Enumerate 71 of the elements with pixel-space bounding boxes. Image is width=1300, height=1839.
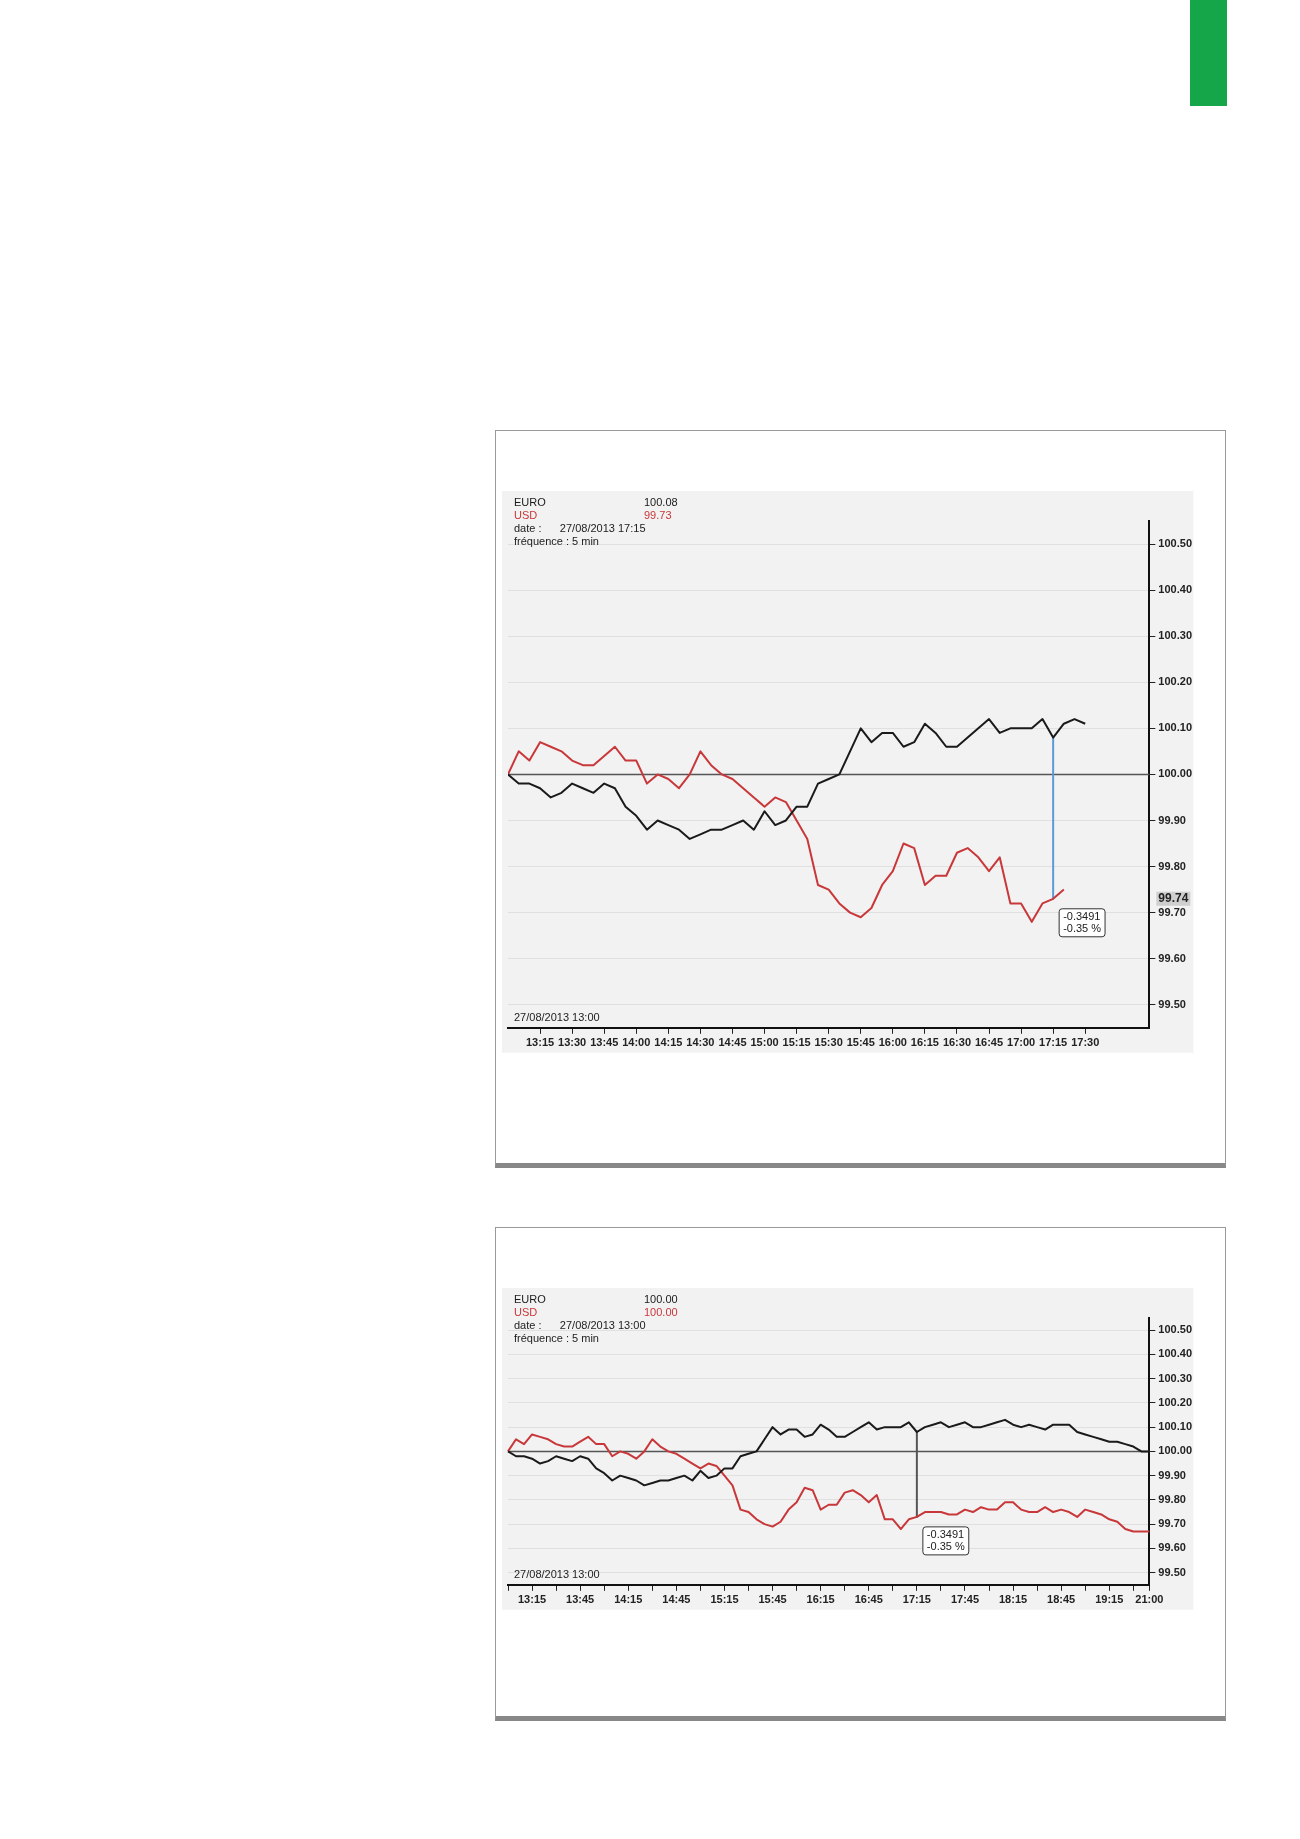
text: EURO — [514, 1293, 547, 1306]
text: 99.74 — [1158, 891, 1189, 906]
annotation: date : 27/08/2013 13:00 — [514, 1319, 646, 1332]
y-tick-label: 100.20 — [1158, 1395, 1193, 1408]
annotation: 27/08/2013 13:00 — [514, 1010, 600, 1023]
x-tick-label: 15:45 — [758, 1593, 787, 1606]
y-tick-label: 100.10 — [1158, 721, 1193, 734]
y-tick-label: 99.50 — [1158, 997, 1186, 1010]
y-tick-label: 100.40 — [1158, 1347, 1193, 1360]
y-tick-label: 100.50 — [1158, 1323, 1193, 1336]
x-tick-label: 17:15 — [1039, 1036, 1068, 1049]
y-tick-label: 99.80 — [1158, 859, 1186, 872]
x-tick-label: 14:45 — [662, 1593, 691, 1606]
text: EURO — [514, 496, 547, 509]
text: USD — [514, 509, 538, 522]
x-tick-label: 16:00 — [878, 1036, 907, 1049]
x-tick-label: 16:30 — [942, 1036, 972, 1049]
y-tick-label: 100.00 — [1158, 1444, 1193, 1457]
x-tick-label: 15:45 — [846, 1036, 875, 1049]
x-tick-label: 18:45 — [1047, 1593, 1076, 1606]
y-tick-label: 100.30 — [1158, 1371, 1193, 1384]
x-tick-label: 15:15 — [782, 1036, 811, 1049]
text: 100.00 — [644, 1306, 678, 1319]
x-tick-label: 13:30 — [558, 1036, 587, 1049]
annotation: fréquence : 5 min — [514, 535, 599, 548]
y-tick-label: 100.10 — [1158, 1420, 1193, 1433]
annotation: -0.3491 -0.35 % — [1063, 909, 1102, 934]
y-tick-label: 99.70 — [1158, 905, 1186, 918]
x-tick-label: 16:15 — [806, 1593, 835, 1606]
y-tick-label: 99.90 — [1158, 1468, 1186, 1481]
x-tick-label: 17:00 — [1007, 1036, 1036, 1049]
x-tick-label: 14:45 — [718, 1036, 747, 1049]
x-tick-label: 13:15 — [526, 1036, 555, 1049]
x-tick-label: 18:15 — [999, 1593, 1028, 1606]
y-tick-label: 99.70 — [1158, 1517, 1186, 1530]
x-tick-label: 14:15 — [654, 1036, 683, 1049]
y-tick-label: 100.00 — [1158, 767, 1193, 780]
y-tick-label: 100.30 — [1158, 629, 1193, 642]
text: USD — [514, 1306, 538, 1319]
y-tick-label: 100.40 — [1158, 583, 1193, 596]
x-tick-label: 14:30 — [686, 1036, 715, 1049]
x-tick-label: 16:45 — [854, 1593, 883, 1606]
y-tick-label: 100.50 — [1158, 537, 1193, 550]
annotation: -0.3491 -0.35 % — [926, 1527, 965, 1552]
x-tick-label: 15:15 — [710, 1593, 739, 1606]
x-tick-label: 16:45 — [974, 1036, 1004, 1049]
x-tick-label: 17:15 — [902, 1593, 931, 1606]
annotation: fréquence : 5 min — [514, 1332, 599, 1345]
x-tick-label: 14:15 — [614, 1593, 643, 1606]
x-tick-label: 13:45 — [590, 1036, 619, 1049]
y-tick-label: 99.60 — [1158, 951, 1186, 964]
x-tick-label: 14:00 — [622, 1036, 651, 1049]
text: 100.08 — [644, 496, 678, 509]
y-tick-label: 99.90 — [1158, 813, 1186, 826]
y-tick-label: 99.80 — [1158, 1492, 1186, 1505]
y-tick-label: 99.60 — [1158, 1541, 1186, 1554]
x-tick-label: 16:15 — [910, 1036, 939, 1049]
x-tick-label: 13:45 — [566, 1593, 595, 1606]
text: 100.00 — [644, 1293, 678, 1306]
x-tick-label: 21:00 — [1135, 1593, 1164, 1606]
x-tick-label: 13:15 — [517, 1593, 547, 1606]
text: 99.73 — [644, 509, 672, 522]
x-tick-label: 17:30 — [1071, 1036, 1100, 1049]
annotation: 27/08/2013 13:00 — [514, 1567, 600, 1580]
x-tick-label: 17:45 — [950, 1593, 980, 1606]
annotation: date : 27/08/2013 17:15 — [514, 522, 646, 535]
x-tick-label: 15:30 — [814, 1036, 843, 1049]
y-tick-label: 100.20 — [1158, 675, 1193, 688]
x-tick-label: 19:15 — [1095, 1593, 1124, 1606]
y-tick-label: 99.50 — [1158, 1565, 1186, 1578]
x-tick-label: 15:00 — [750, 1036, 779, 1049]
